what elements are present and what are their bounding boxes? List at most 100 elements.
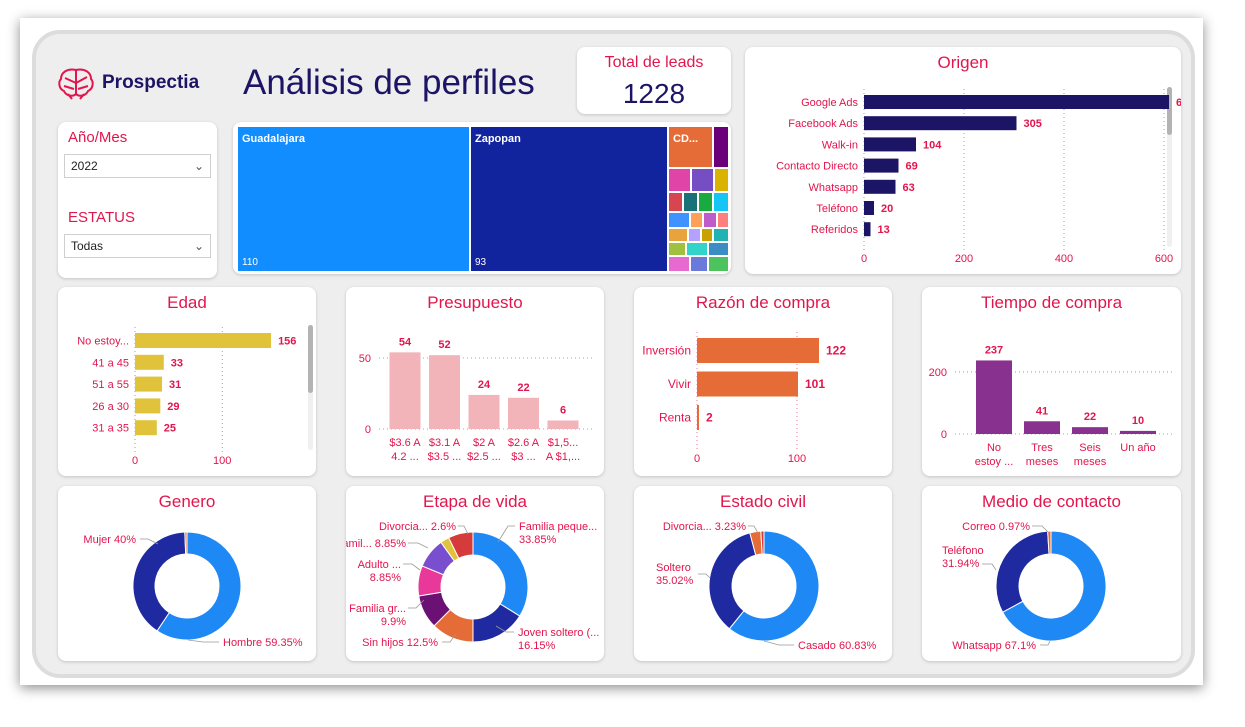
data-label: 52 [438,339,450,351]
bar [1024,421,1060,434]
bar [547,420,579,429]
leader-line [982,563,997,571]
year-filter-label: Año/Mes [68,129,128,146]
pie-label: 16.15% [518,640,556,652]
treemap-tile[interactable] [713,126,729,168]
data-label: 2 [706,411,713,425]
data-label: 610 [1176,97,1181,109]
category-label: $2.5 ... [467,451,501,463]
category-label: estoy ... [975,456,1014,468]
logo: Prospectia [56,65,199,101]
treemap-tile[interactable] [717,212,729,228]
category-label: Teléfono [816,203,858,215]
treemap-tile[interactable] [668,256,690,272]
page-title: Análisis de perfiles [243,63,535,102]
treemap-tile[interactable] [690,256,708,272]
treemap-tile-guadalajara[interactable]: Guadalajara 110 [237,126,470,272]
pie-slice [995,530,1050,613]
treemap-tile[interactable] [668,242,686,256]
treemap-tile[interactable] [698,192,713,212]
treemap-tile[interactable] [713,228,729,242]
treemap-tile[interactable] [668,228,688,242]
leader-line [187,639,219,643]
scrollbar-thumb[interactable] [308,325,313,393]
treemap-tile[interactable] [703,212,717,228]
pie-slice [708,532,757,630]
category-label: Whatsapp [808,182,858,194]
bar [697,338,819,363]
pie-label: Teléfono [942,545,984,557]
category-label: Vivir [668,377,691,391]
treemap-tile[interactable] [683,192,698,212]
data-label: 22 [517,382,529,394]
pie-label: Sin hijos 12.5% [362,637,438,649]
kpi-value: 1228 [622,78,686,109]
treemap-tile[interactable] [708,256,729,272]
category-label: Inversión [642,344,691,358]
pie-slice [728,530,820,642]
status-dropdown[interactable]: Todas ⌄ [64,234,211,258]
treemap-tile[interactable] [686,242,708,256]
data-label: 29 [167,401,179,413]
treemap-tile[interactable] [668,212,690,228]
tiempo-card: Tiempo de compra 0 200 237 No estoy ... 41 Tre… [922,287,1181,476]
data-label: 237 [985,344,1003,356]
tick-label: 0 [365,424,371,436]
pie-label: Whatsapp 67.1% [952,640,1036,652]
treemap-tile[interactable] [668,192,683,212]
treemap-tile[interactable] [688,228,701,242]
genero-card: Genero Hombre 59.35% Mujer 40% [58,486,316,661]
category-label: 31 a 35 [92,423,129,435]
treemap-tile[interactable] [714,168,729,192]
category-label: meses [1074,456,1107,468]
pie-slice [156,531,242,641]
pie-label: Correo 0.97% [962,521,1030,533]
treemap-label: Guadalajara [242,133,305,145]
category-label: Tres [1031,442,1053,454]
razon-title: Razón de compra [695,293,831,312]
scrollbar[interactable] [308,325,313,450]
treemap-label: Zapopan [475,133,521,145]
pie-label: Famil... 8.85% [346,538,406,550]
status-filter-label: ESTATUS [68,209,135,226]
treemap-tile[interactable] [690,212,703,228]
brain-logo-icon [58,68,94,100]
scrollbar-thumb[interactable] [1167,87,1172,135]
origen-chart: 0 200 400 600 Google Ads 610 Facebook Ads 305 Wa… [776,89,1181,265]
tiempo-chart: 0 200 237 No estoy ... 41 Tres meses 22 Seis meses… [929,344,1173,468]
data-label: 24 [478,379,491,391]
medio-title: Medio de contacto [982,492,1121,511]
treemap-tile[interactable] [708,242,729,256]
pie-label: Divorcia... 2.6% [379,521,456,533]
treemap-tile[interactable] [713,192,729,212]
treemap-label: CD... [673,133,699,145]
year-dropdown[interactable]: 2022 ⌄ [64,154,211,178]
treemap-tile-zapopan[interactable]: Zapopan 93 [470,126,668,272]
data-label: 101 [805,377,825,391]
treemap-tile-cd[interactable]: CD... [668,126,713,168]
treemap-value: 110 [242,257,258,268]
bar [135,354,164,370]
data-label: 22 [1084,411,1096,423]
tick-label: 0 [132,455,138,467]
data-label: 25 [164,423,176,435]
category-label: 51 a 55 [92,379,129,391]
bar [1120,430,1156,434]
razon-card: Razón de compra 0 100 Inversión 122 Vivir 101… [634,287,892,476]
category-label: $3.1 A [429,437,461,449]
scrollbar[interactable] [1167,87,1172,247]
razon-chart: 0 100 Inversión 122 Vivir 101 Renta 2 [642,332,846,465]
leader-line [442,633,457,643]
bar [864,201,874,215]
bar [389,352,421,429]
treemap-tile[interactable] [668,168,691,192]
category-label: No estoy... [77,336,129,348]
pie-slice [184,531,188,555]
treemap-tile[interactable] [701,228,713,242]
genero-title: Genero [158,492,216,511]
treemap-tile[interactable] [691,168,714,192]
bar [135,376,163,392]
tick-label: 100 [213,455,231,467]
data-label: 31 [169,379,181,391]
